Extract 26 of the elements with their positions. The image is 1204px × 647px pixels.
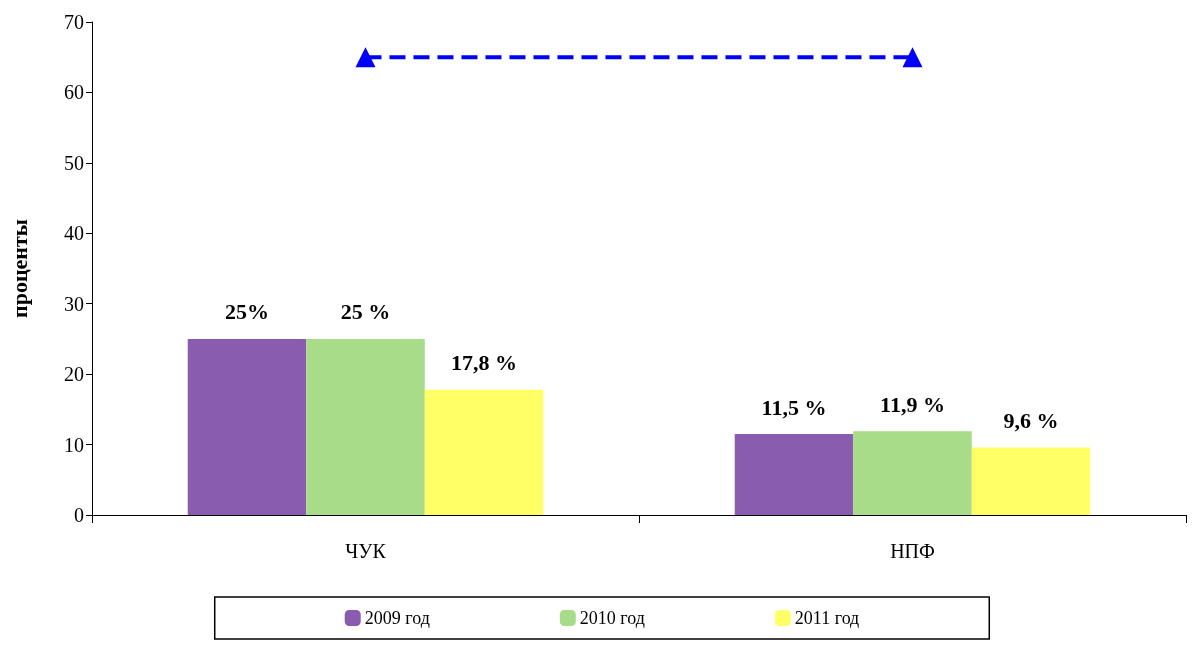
y-tick-label: 70: [64, 11, 84, 33]
y-tick-label: 60: [64, 81, 84, 104]
x-tick-label: НПФ: [890, 540, 935, 562]
legend-label: 2010 год: [579, 608, 645, 628]
y-tick-label: 30: [64, 292, 84, 315]
bar: [187, 338, 307, 515]
data-label: 9,6 %: [1003, 407, 1059, 433]
y-tick-label: 10: [64, 433, 84, 456]
data-label: 25%: [224, 299, 269, 325]
y-tick-label: 40: [64, 222, 84, 245]
data-label: 11,5 %: [761, 394, 827, 420]
y-axis-title: проценты: [6, 218, 32, 319]
x-tick-label: ЧУК: [345, 540, 387, 562]
legend-label: 2011 год: [794, 608, 860, 628]
y-tick-label: 20: [64, 363, 84, 386]
bar: [734, 434, 854, 515]
y-tick-label: 50: [64, 151, 84, 174]
legend-label: 2009 год: [364, 608, 430, 628]
y-tick-label: 0: [74, 504, 84, 526]
data-label: 17,8 %: [451, 350, 518, 376]
bar: [853, 431, 972, 515]
data-label: 11,9 %: [880, 391, 945, 417]
bar: [971, 447, 1091, 515]
bar: [424, 389, 544, 515]
bar: [306, 338, 425, 515]
data-label: 25 %: [340, 299, 391, 325]
